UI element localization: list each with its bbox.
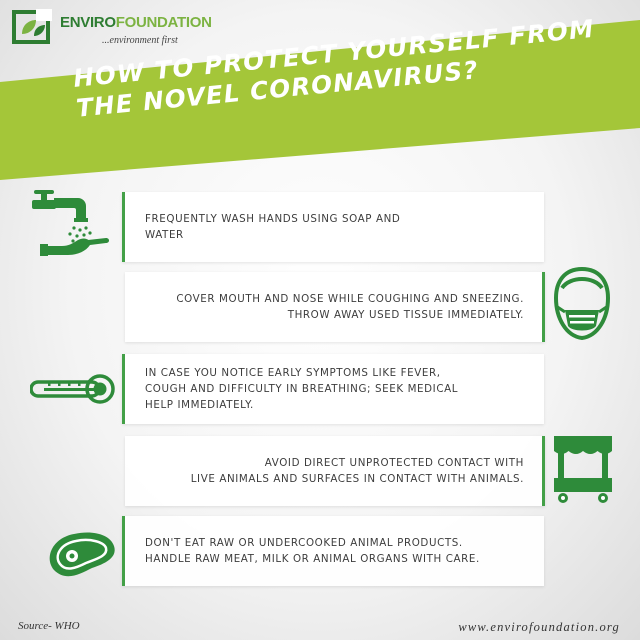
- thermometer-icon: [30, 374, 115, 404]
- source-credit: Source- WHO: [18, 620, 80, 632]
- tip-card-avoid-animals: AVOID DIRECT UNPROTECTED CONTACT WITH LI…: [125, 436, 545, 506]
- website-link[interactable]: www.envirofoundation.org: [458, 620, 620, 634]
- tip-card-raw-food: DON'T EAT RAW OR UNDERCOOKED ANIMAL PROD…: [122, 516, 544, 586]
- brand-tagline: ...environment first: [102, 35, 178, 46]
- logo-leaf-icon: [12, 9, 52, 44]
- tip-text: DON'T EAT RAW OR UNDERCOOKED ANIMAL PROD…: [145, 537, 480, 565]
- tip-card-cover-mouth: COVER MOUTH AND NOSE WHILE COUGHING AND …: [125, 272, 545, 342]
- headline-banner: [0, 20, 640, 180]
- tip-text: IN CASE YOU NOTICE EARLY SYMPTOMS LIKE F…: [145, 367, 459, 411]
- tip-text: AVOID DIRECT UNPROTECTED CONTACT WITH LI…: [190, 457, 524, 485]
- tip-text: FREQUENTLY WASH HANDS USING SOAP AND WAT…: [145, 213, 401, 241]
- tip-card-seek-help: IN CASE YOU NOTICE EARLY SYMPTOMS LIKE F…: [122, 354, 544, 424]
- tip-text: COVER MOUTH AND NOSE WHILE COUGHING AND …: [176, 293, 524, 321]
- raw-meat-icon: [49, 532, 115, 577]
- face-mask-icon: [553, 266, 611, 341]
- market-stall-icon: [554, 436, 612, 503]
- brand-name: ENVIROFOUNDATION: [60, 14, 212, 31]
- tip-card-wash-hands: FREQUENTLY WASH HANDS USING SOAP AND WAT…: [122, 192, 544, 262]
- hand-wash-icon: [32, 190, 109, 256]
- brand-logo[interactable]: ENVIROFOUNDATION ...environment first: [12, 8, 212, 54]
